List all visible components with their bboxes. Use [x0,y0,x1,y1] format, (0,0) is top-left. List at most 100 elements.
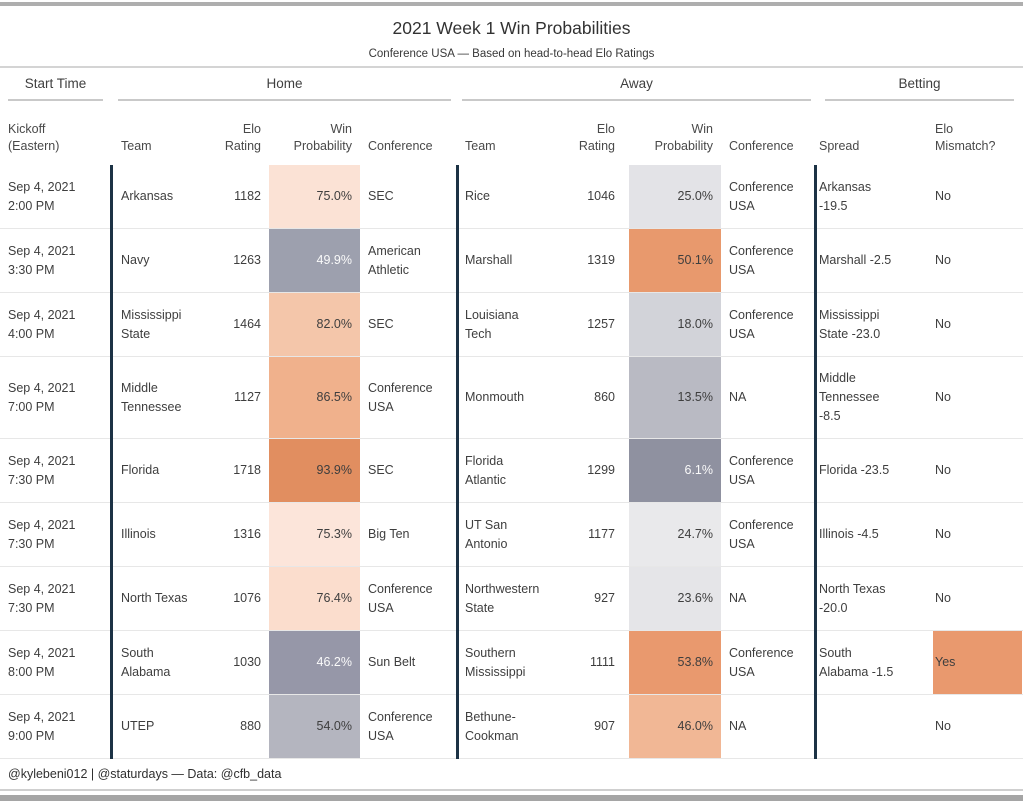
away-conference-cell: Conference USA [729,645,794,679]
away-conference-column-header: Conference [729,139,794,153]
away-win-prob-value: 18.0% [629,293,721,356]
spread-cell [817,695,933,758]
away-elo-cell: 1257 [587,317,615,331]
home-win-prob-value: 75.3% [269,503,360,566]
away-team-cell: Rice [465,189,491,203]
kickoff-cell: Sep 4, 2021 8:00 PM [8,645,76,679]
table-row: Sep 4, 2021 7:30 PM Illinois 1316 75.3% … [0,503,1023,567]
kickoff-cell: Sep 4, 2021 2:00 PM [8,179,76,213]
mismatch-cell: Yes [933,631,1022,694]
away-conference-cell: Conference USA [729,243,794,277]
away-conference-cell: Conference USA [729,453,794,487]
away-win-prob-value: 53.8% [629,631,721,694]
kickoff-cell: Sep 4, 2021 9:00 PM [8,709,76,743]
home-team-cell: Mississippi State [121,307,182,341]
elo-mismatch-column-header: Elo Mismatch? [935,122,996,153]
mismatch-cell: No [935,189,951,203]
away-elo-cell: 927 [594,591,615,605]
page-title: 2021 Week 1 Win Probabilities [392,18,631,38]
spread-cell: Middle Tennessee -8.5 [819,371,880,423]
mismatch-cell: No [935,527,951,541]
home-conference-cell: American Athletic [368,243,421,277]
away-win-prob-cell: 53.8% [617,631,721,694]
away-elo-cell: 1177 [588,527,615,541]
spread-cell: Marshall -2.5 [819,253,892,267]
home-conference-cell: SEC [368,317,394,331]
mismatch-cell: No [935,463,951,477]
home-elo-cell: 1030 [233,655,261,669]
home-team-cell: UTEP [121,719,155,733]
spread-cell: North Texas -20.0 [819,581,886,615]
kickoff-cell: Sep 4, 2021 3:30 PM [8,243,76,277]
home-team-column-header: Team [121,139,152,153]
home-elo-cell: 1718 [233,463,261,477]
away-team-cell: Monmouth [465,390,525,404]
kickoff-cell: Sep 4, 2021 7:30 PM [8,517,76,551]
away-win-prob-cell: 23.6% [617,567,721,630]
table-row: Sep 4, 2021 7:00 PM Middle Tennessee 112… [0,357,1023,439]
table-body: Sep 4, 2021 2:00 PM Arkansas 1182 75.0% … [0,165,1023,759]
away-conference-cell: NA [729,591,747,605]
bottom-divider [0,789,1023,791]
home-team-cell: North Texas [121,591,188,605]
spread-column-header: Spread [819,139,860,153]
away-elo-cell: 860 [594,390,615,404]
away-team-cell: UT San Antonio [465,517,508,551]
mismatch-cell: No [935,591,951,605]
table-row: Sep 4, 2021 2:00 PM Arkansas 1182 75.0% … [0,165,1023,229]
away-win-prob-value: 23.6% [629,567,721,630]
home-win-prob-cell: 46.2% [263,631,360,694]
bottom-bar [0,795,1023,801]
home-win-prob-cell: 93.9% [263,439,360,502]
home-team-cell: Arkansas [121,189,174,203]
home-elo-cell: 1076 [233,591,261,605]
home-conference-column-header: Conference [368,139,433,153]
away-win-prob-cell: 18.0% [617,293,721,356]
home-conference-cell: Sun Belt [368,655,416,669]
kickoff-cell: Sep 4, 2021 7:00 PM [8,380,76,414]
mismatch-cell: No [935,719,951,733]
home-conference-cell: Big Ten [368,527,410,541]
group-header-row: Start Time Home Away Betting [0,68,1023,101]
home-win-prob-cell: 49.9% [263,229,360,292]
home-win-prob-value: 82.0% [269,293,360,356]
top-bar [0,2,1023,6]
table-row: Sep 4, 2021 8:00 PM South Alabama 1030 4… [0,631,1023,695]
home-elo-cell: 1464 [233,317,261,331]
away-team-cell: Southern Mississippi [465,645,526,679]
mismatch-cell: No [935,253,951,267]
home-conference-cell: SEC [368,189,394,203]
home-elo-cell: 1182 [234,189,261,203]
away-team-cell: Louisiana Tech [465,307,519,341]
mismatch-cell: No [935,317,951,331]
section-separator-home-away [456,165,459,759]
header-divider [0,66,1023,68]
section-separator-start-home [110,165,113,759]
away-conference-cell: NA [729,390,747,404]
spread-cell: Florida -23.5 [819,463,890,477]
home-win-prob-cell: 82.0% [263,293,360,356]
home-elo-cell: 1263 [233,253,261,267]
away-conference-cell: NA [729,719,747,733]
away-win-prob-value: 6.1% [629,439,721,502]
away-win-prob-cell: 13.5% [617,357,721,438]
away-win-prob-cell: 6.1% [617,439,721,502]
footer-credit: @kylebeni012 | @staturdays — Data: @cfb_… [8,767,282,781]
home-win-prob-value: 54.0% [269,695,360,758]
away-elo-cell: 1111 [589,655,615,669]
away-win-prob-column-header: Win Probability [654,122,713,153]
away-win-prob-value: 50.1% [629,229,721,292]
spread-cell: Illinois -4.5 [819,527,879,541]
kickoff-cell: Sep 4, 2021 4:00 PM [8,307,76,341]
group-betting: Betting [825,68,1014,101]
mismatch-cell: No [935,390,951,404]
table-row: Sep 4, 2021 9:00 PM UTEP 880 54.0% Confe… [0,695,1023,759]
away-win-prob-cell: 50.1% [617,229,721,292]
home-win-prob-cell: 75.3% [263,503,360,566]
away-team-cell: Florida Atlantic [465,453,506,487]
home-win-prob-value: 49.9% [269,229,360,292]
home-win-prob-column-header: Win Probability [293,122,352,153]
section-separator-away-betting [814,165,817,759]
column-header-row: Kickoff (Eastern) Team Elo Rating Win Pr… [0,101,1023,165]
